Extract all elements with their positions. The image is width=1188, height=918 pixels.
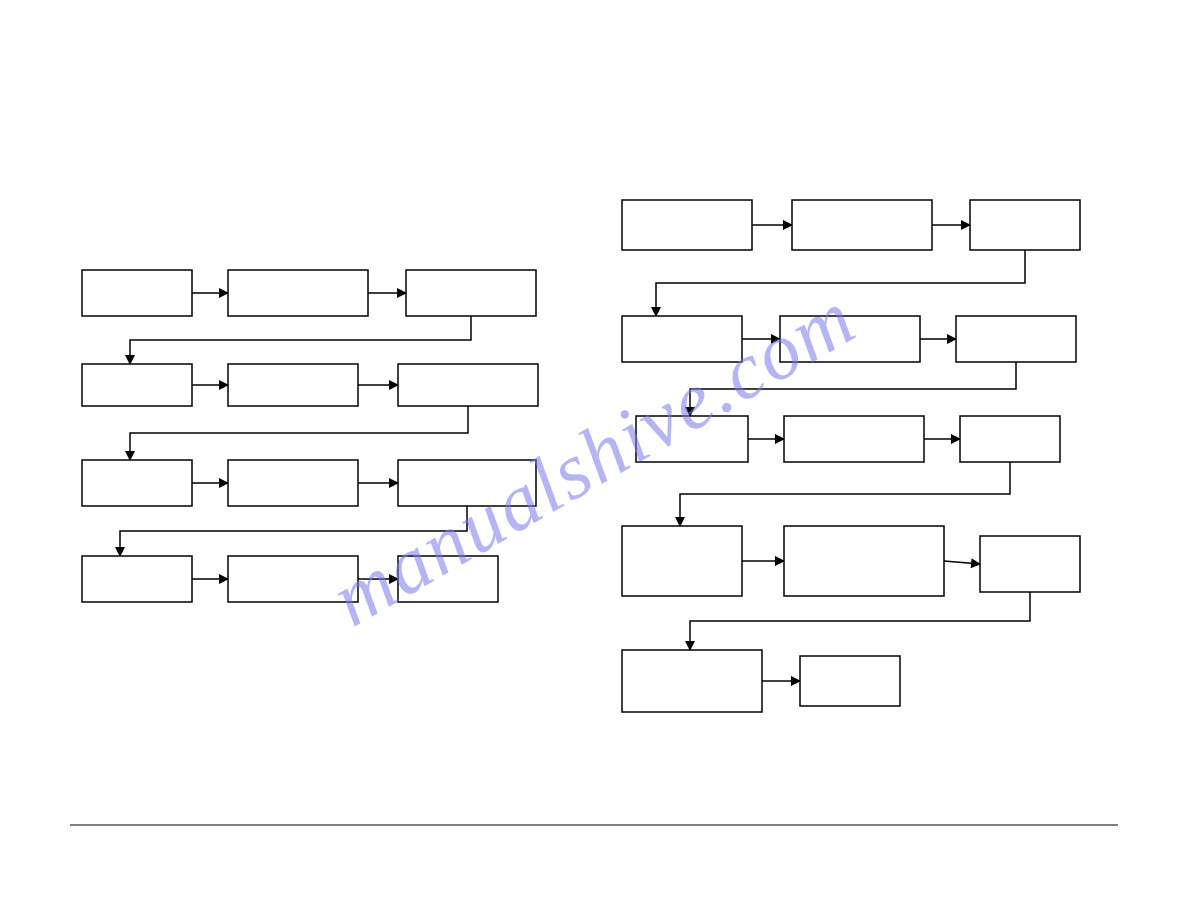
flowchart-node xyxy=(228,460,358,506)
flowchart-node xyxy=(622,526,742,596)
flowchart-node xyxy=(780,316,920,362)
flowchart-node xyxy=(406,270,536,316)
flowchart-node xyxy=(82,270,192,316)
flowchart-node xyxy=(228,556,358,602)
flowchart-wrap-edge xyxy=(690,592,1030,650)
flowchart-node xyxy=(784,526,944,596)
flowchart-node xyxy=(398,460,536,506)
flowchart-node xyxy=(398,556,498,602)
flowchart-node xyxy=(228,270,368,316)
flowchart-node xyxy=(82,364,192,406)
flowchart-wrap-edge xyxy=(656,250,1025,316)
flowchart-node xyxy=(228,364,358,406)
flowchart-edge xyxy=(944,561,980,564)
flowchart-node xyxy=(622,200,752,250)
flowchart-node xyxy=(800,656,900,706)
flowchart-node xyxy=(398,364,538,406)
flowchart-wrap-edge xyxy=(120,506,467,556)
flowchart-node xyxy=(636,416,748,462)
flowchart-node xyxy=(82,460,192,506)
flowchart-wrap-edge xyxy=(680,462,1010,526)
flowchart-node xyxy=(82,556,192,602)
flowchart-node xyxy=(980,536,1080,592)
flowchart-wrap-edge xyxy=(690,362,1016,416)
flowchart-node xyxy=(622,316,742,362)
flowchart-node xyxy=(956,316,1076,362)
flowchart-node xyxy=(622,650,762,712)
flowchart-node xyxy=(960,416,1060,462)
flowchart-node xyxy=(792,200,932,250)
flowchart-wrap-edge xyxy=(130,316,471,364)
flowchart-wrap-edge xyxy=(130,406,468,460)
flowchart-node xyxy=(970,200,1080,250)
flowchart-node xyxy=(784,416,924,462)
